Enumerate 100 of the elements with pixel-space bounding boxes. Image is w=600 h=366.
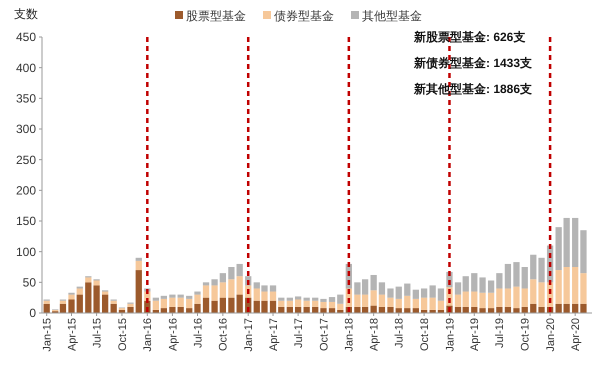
bar [228,267,235,280]
bar [194,292,201,295]
bar [85,277,92,282]
bar [530,254,536,280]
y-tick-label: 150 [16,214,36,228]
bar [93,285,100,313]
y-tick-label: 100 [16,244,36,259]
bar [236,294,243,313]
bar [211,279,218,286]
bar [270,300,276,313]
x-tick-label: Jan-16 [142,318,154,352]
bar [220,298,226,313]
bar [337,304,344,310]
x-tick-label: Oct-18 [418,318,431,352]
x-tick-label: Jan-19 [444,318,456,352]
bar [136,270,142,313]
bar [412,298,419,308]
x-tick-label: Jul-18 [394,318,406,348]
bar [186,296,192,299]
bar [286,300,293,307]
bar [378,294,386,307]
bar [430,298,436,310]
bar [68,300,75,313]
bar [538,282,545,307]
legend-label: 债券型基金 [274,9,334,24]
x-tick-label: Apr-20 [570,318,582,352]
x-tick-label: Oct-16 [218,318,230,352]
legend-label: 其他型基金 [362,9,422,24]
bar [304,306,310,313]
x-tick-label: Jan-15 [42,318,54,352]
bar [530,279,536,304]
bar [513,262,520,287]
x-tick-label: Jul-16 [192,318,204,348]
bar [186,308,192,313]
bar [169,298,176,307]
bar [430,285,436,298]
bar [136,258,142,261]
bar [538,258,545,282]
bar [68,294,75,300]
x-tick-label: Apr-17 [268,318,280,352]
annotation: 新股票型基金: 626支 [413,30,526,44]
x-tick-label: Jan-20 [544,318,557,352]
bar [479,277,486,293]
bar [220,273,226,282]
x-tick-label: Oct-15 [116,318,129,352]
y-tick-label: 50 [22,276,36,290]
x-tick-label: Apr-15 [66,318,78,352]
x-tick-label: Jul-17 [292,318,305,348]
bar [76,294,83,313]
bar [412,308,419,313]
bar [186,298,192,308]
bar [378,282,386,295]
x-tick-label: Apr-16 [167,318,180,352]
bar [136,260,142,270]
bar [572,304,578,313]
bar [479,292,486,308]
bar [580,230,587,274]
bar [572,267,578,304]
bar [312,298,318,301]
bar [496,273,503,288]
bar [102,294,108,313]
bar [93,280,100,286]
x-tick-label: Jul-19 [494,318,506,348]
bar [85,282,92,313]
bar [496,306,503,313]
y-tick-label: 450 [16,30,36,44]
x-tick-label: Oct-19 [520,318,532,352]
bar [286,298,293,301]
bar [60,300,66,304]
bar [404,296,410,308]
bar [178,298,184,307]
bar [396,298,402,308]
bar [328,297,336,302]
bar [471,306,478,313]
y-tick-label: 300 [16,122,36,136]
bar [513,286,520,308]
bar [370,274,377,290]
bar [44,300,50,304]
bar [522,306,528,313]
bar [396,308,402,313]
bar [127,304,134,307]
bar [286,306,293,313]
bar [194,294,201,304]
bar [278,298,284,301]
bar [320,302,327,308]
y-tick-label: 0 [29,306,36,320]
legend-label: 股票型基金 [186,9,246,24]
bar [202,298,210,313]
bar [337,294,344,304]
bar [76,288,83,295]
bar [211,300,218,313]
bar [320,298,327,302]
bar [504,264,512,288]
bar [420,288,428,298]
bar [387,298,394,307]
bar [438,288,444,301]
y-tick-label: 350 [16,92,36,106]
annotation: 新其他型基金: 1886支 [413,82,532,96]
bar [270,285,276,292]
x-tick-label: Oct-17 [318,318,330,352]
